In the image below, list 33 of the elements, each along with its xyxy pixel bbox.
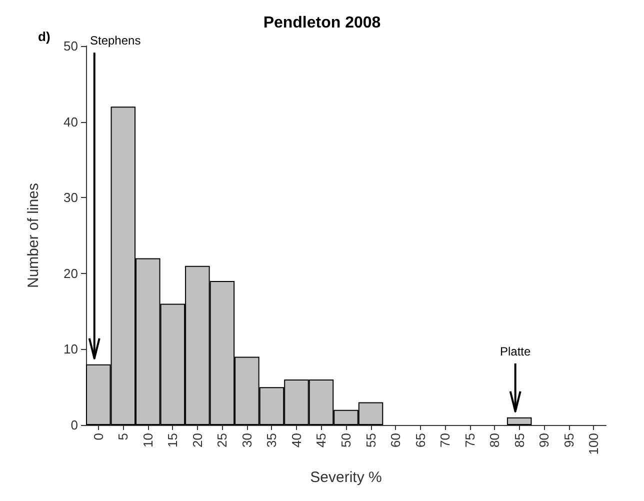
x-tick-label: 5 <box>116 433 131 440</box>
x-tick-label: 40 <box>288 433 304 448</box>
x-tick-label: 60 <box>388 433 404 448</box>
x-tick-label: 95 <box>561 433 576 448</box>
y-tick-label: 20 <box>64 266 78 281</box>
y-axis-title: Number of lines <box>25 182 42 288</box>
x-tick-label: 30 <box>239 433 254 448</box>
annotation: Stephens <box>90 34 141 48</box>
x-tick-label: 55 <box>363 433 378 448</box>
x-tick-label: 65 <box>412 433 428 448</box>
x-tick-label: 10 <box>140 433 156 448</box>
x-tick-label: 35 <box>264 433 280 448</box>
chart-title: Pendleton 2008 <box>263 14 381 32</box>
x-tick-label: 20 <box>190 433 205 448</box>
x-tick-label: 80 <box>487 433 502 448</box>
x-tick-label: 85 <box>512 433 527 448</box>
x-tick-label: 15 <box>165 433 180 448</box>
y-tick-label: 50 <box>64 38 78 54</box>
y-tick-label: 10 <box>64 342 78 357</box>
x-tick-label: 50 <box>338 433 354 448</box>
x-tick-label: 45 <box>314 433 329 448</box>
y-tick-label: 40 <box>64 114 78 130</box>
x-tick-label: 70 <box>438 433 453 448</box>
x-tick-label: 0 <box>90 433 106 440</box>
text: d) <box>38 29 50 44</box>
x-tick-label: 25 <box>214 433 230 448</box>
y-tick-label: 30 <box>64 190 78 206</box>
x-tick-label: 75 <box>462 433 478 448</box>
x-axis-title: Severity % <box>310 469 382 486</box>
x-tick-label: 100 <box>586 433 602 455</box>
annotation: Platte <box>500 344 531 358</box>
x-tick-label: 90 <box>536 433 552 448</box>
bar <box>506 417 532 425</box>
